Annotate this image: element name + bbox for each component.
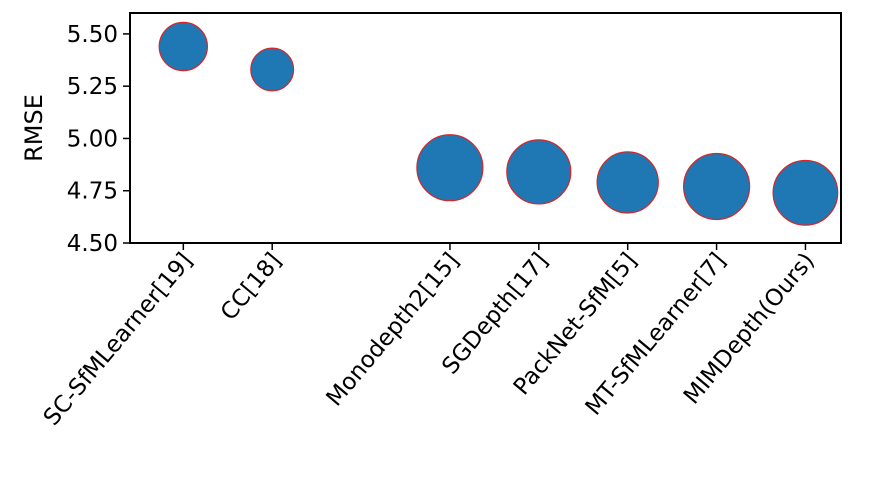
bubble-point — [416, 134, 484, 202]
bubble-point — [506, 139, 572, 205]
bubble-point — [250, 47, 295, 92]
bubble-point — [772, 159, 839, 226]
bubble-point — [158, 21, 208, 72]
x-category-label: Monodepth2[15] — [322, 248, 465, 411]
y-tick-label: 5.25 — [67, 74, 118, 100]
y-tick-label: 5.50 — [67, 22, 118, 48]
plot-area — [158, 21, 839, 226]
bubble-point — [596, 151, 659, 214]
plot-frame — [129, 12, 842, 244]
x-axis: SC-SfMLearner[19] CC[18] Monodepth2[15]SGD… — [39, 243, 820, 431]
y-axis: 4.50 4.75 5.00 5.25 5.50 — [67, 22, 130, 257]
x-category-label: CC[18] — [216, 248, 287, 325]
y-tick-label: 4.75 — [67, 179, 118, 205]
x-category-label: SC-SfMLearner[19] — [39, 248, 198, 431]
bubble-point — [682, 152, 751, 221]
y-axis-label: RMSE — [20, 94, 48, 162]
y-tick-label: 5.00 — [67, 126, 118, 152]
y-tick-label: 4.50 — [67, 231, 118, 257]
